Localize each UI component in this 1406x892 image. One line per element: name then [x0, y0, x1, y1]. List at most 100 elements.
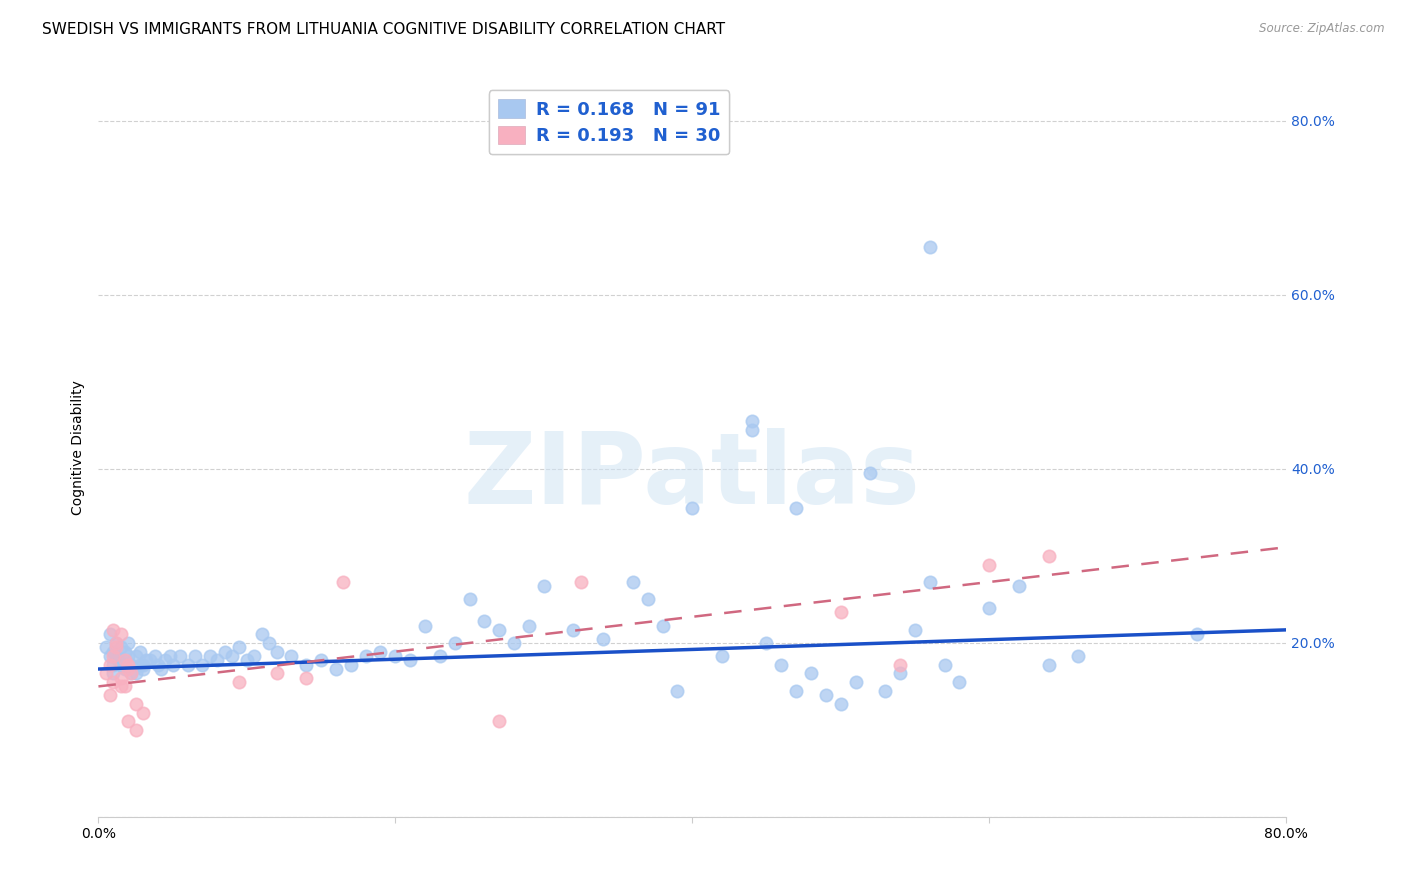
Point: [103, 666, 125, 681]
Point: [132, 657, 155, 672]
Point: [443, 636, 465, 650]
Point: [918, 240, 941, 254]
Point: [120, 666, 142, 681]
Point: [243, 648, 266, 663]
Point: [198, 648, 221, 663]
Point: [474, 614, 496, 628]
Point: [221, 648, 243, 663]
Point: [117, 657, 139, 672]
Text: Source: ZipAtlas.com: Source: ZipAtlas.com: [1260, 22, 1385, 36]
Point: [117, 714, 139, 729]
Point: [228, 675, 250, 690]
Point: [124, 723, 146, 737]
Point: [666, 683, 689, 698]
Point: [132, 706, 155, 720]
Point: [98, 648, 121, 663]
Point: [340, 657, 363, 672]
Point: [143, 648, 166, 663]
Point: [488, 623, 510, 637]
Point: [503, 636, 526, 650]
Point: [934, 657, 956, 672]
Point: [741, 414, 763, 428]
Point: [129, 657, 152, 672]
Point: [458, 592, 481, 607]
Legend: R = 0.168   N = 91, R = 0.193   N = 30: R = 0.168 N = 91, R = 0.193 N = 30: [489, 90, 730, 154]
Point: [875, 683, 897, 698]
Point: [124, 648, 146, 663]
Point: [592, 632, 614, 646]
Point: [1185, 627, 1208, 641]
Point: [205, 653, 228, 667]
Point: [155, 653, 177, 667]
Point: [107, 653, 129, 667]
Point: [370, 645, 392, 659]
Point: [139, 653, 162, 667]
Point: [488, 714, 510, 729]
Point: [114, 653, 136, 667]
Point: [176, 657, 198, 672]
Point: [904, 623, 927, 637]
Point: [710, 648, 733, 663]
Point: [651, 618, 673, 632]
Point: [918, 574, 941, 589]
Point: [621, 574, 644, 589]
Point: [132, 662, 155, 676]
Point: [162, 657, 184, 672]
Point: [110, 671, 132, 685]
Point: [280, 648, 302, 663]
Point: [117, 636, 139, 650]
Point: [785, 683, 807, 698]
Point: [1067, 648, 1090, 663]
Point: [105, 648, 128, 663]
Point: [146, 657, 169, 672]
Point: [533, 579, 555, 593]
Point: [98, 627, 121, 641]
Point: [755, 636, 778, 650]
Point: [98, 688, 121, 702]
Point: [110, 657, 132, 672]
Point: [800, 666, 823, 681]
Point: [103, 645, 125, 659]
Point: [103, 675, 125, 690]
Point: [110, 680, 132, 694]
Point: [266, 666, 288, 681]
Point: [309, 653, 332, 667]
Point: [1038, 549, 1060, 563]
Point: [889, 657, 911, 672]
Point: [250, 627, 273, 641]
Point: [117, 648, 139, 663]
Point: [98, 657, 121, 672]
Point: [184, 648, 207, 663]
Point: [354, 648, 377, 663]
Point: [979, 601, 1001, 615]
Point: [785, 501, 807, 516]
Point: [105, 636, 128, 650]
Point: [103, 657, 125, 672]
Point: [844, 675, 866, 690]
Text: SWEDISH VS IMMIGRANTS FROM LITHUANIA COGNITIVE DISABILITY CORRELATION CHART: SWEDISH VS IMMIGRANTS FROM LITHUANIA COG…: [42, 22, 725, 37]
Point: [120, 657, 142, 672]
Point: [517, 618, 540, 632]
Point: [120, 666, 142, 681]
Point: [103, 648, 125, 663]
Point: [135, 653, 157, 667]
Point: [129, 645, 152, 659]
Point: [110, 627, 132, 641]
Point: [191, 657, 214, 672]
Point: [114, 645, 136, 659]
Point: [384, 648, 406, 663]
Point: [159, 648, 181, 663]
Point: [399, 653, 422, 667]
Point: [257, 636, 280, 650]
Point: [117, 662, 139, 676]
Point: [681, 501, 703, 516]
Point: [413, 618, 436, 632]
Point: [1038, 657, 1060, 672]
Point: [103, 623, 125, 637]
Point: [830, 606, 852, 620]
Point: [859, 467, 882, 481]
Point: [637, 592, 659, 607]
Point: [325, 662, 347, 676]
Point: [770, 657, 793, 672]
Point: [295, 657, 318, 672]
